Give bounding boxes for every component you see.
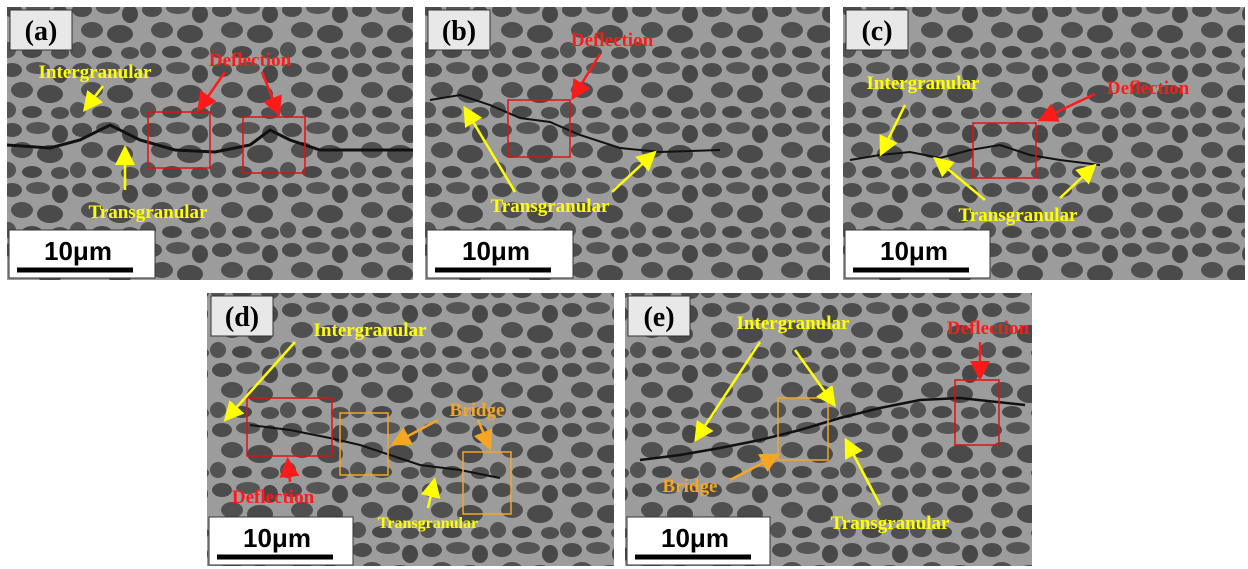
annotation: Intergranular xyxy=(39,62,153,83)
scale-text: 10μm xyxy=(243,523,311,553)
annotation: Intergranular xyxy=(737,313,851,334)
annotation: Deflection xyxy=(1107,78,1190,99)
panel-d: Intergranular Bridge Deflection Transgra… xyxy=(207,293,614,566)
panel-e: Intergranular Deflection Bridge Transgra… xyxy=(625,293,1032,566)
panel-c: Intergranular Deflection Transgranular (… xyxy=(843,7,1245,280)
annotation: Transgranular xyxy=(831,513,951,534)
panel-label: (a) xyxy=(25,16,58,47)
annotation: Intergranular xyxy=(867,73,981,94)
annotation: Bridge xyxy=(663,476,718,497)
annotation: Deflection xyxy=(209,50,292,71)
scale-text: 10μm xyxy=(462,236,530,266)
panel-label: (b) xyxy=(442,16,476,47)
figure: Intergranular Deflection Transgranular (… xyxy=(0,0,1248,569)
panel-a: Intergranular Deflection Transgranular (… xyxy=(7,7,413,280)
annotation: Intergranular xyxy=(314,320,428,341)
annotation: Transgranular xyxy=(89,202,209,223)
panel-label: (d) xyxy=(225,302,259,333)
annotation: Transgranular xyxy=(491,196,611,217)
panel-label: (c) xyxy=(861,16,892,47)
scale-text: 10μm xyxy=(661,523,729,553)
panel-b: Deflection Transgranular (b) 10μm xyxy=(425,7,830,280)
annotation: Transgranular xyxy=(378,515,478,532)
annotation: Deflection xyxy=(232,487,315,508)
annotation: Deflection xyxy=(571,30,654,51)
annotation: Deflection xyxy=(947,318,1030,339)
annotation: Bridge xyxy=(450,400,505,421)
scale-text: 10μm xyxy=(44,236,112,266)
annotation: Transgranular xyxy=(959,205,1079,226)
scale-text: 10μm xyxy=(880,236,948,266)
panel-label: (e) xyxy=(643,302,674,333)
